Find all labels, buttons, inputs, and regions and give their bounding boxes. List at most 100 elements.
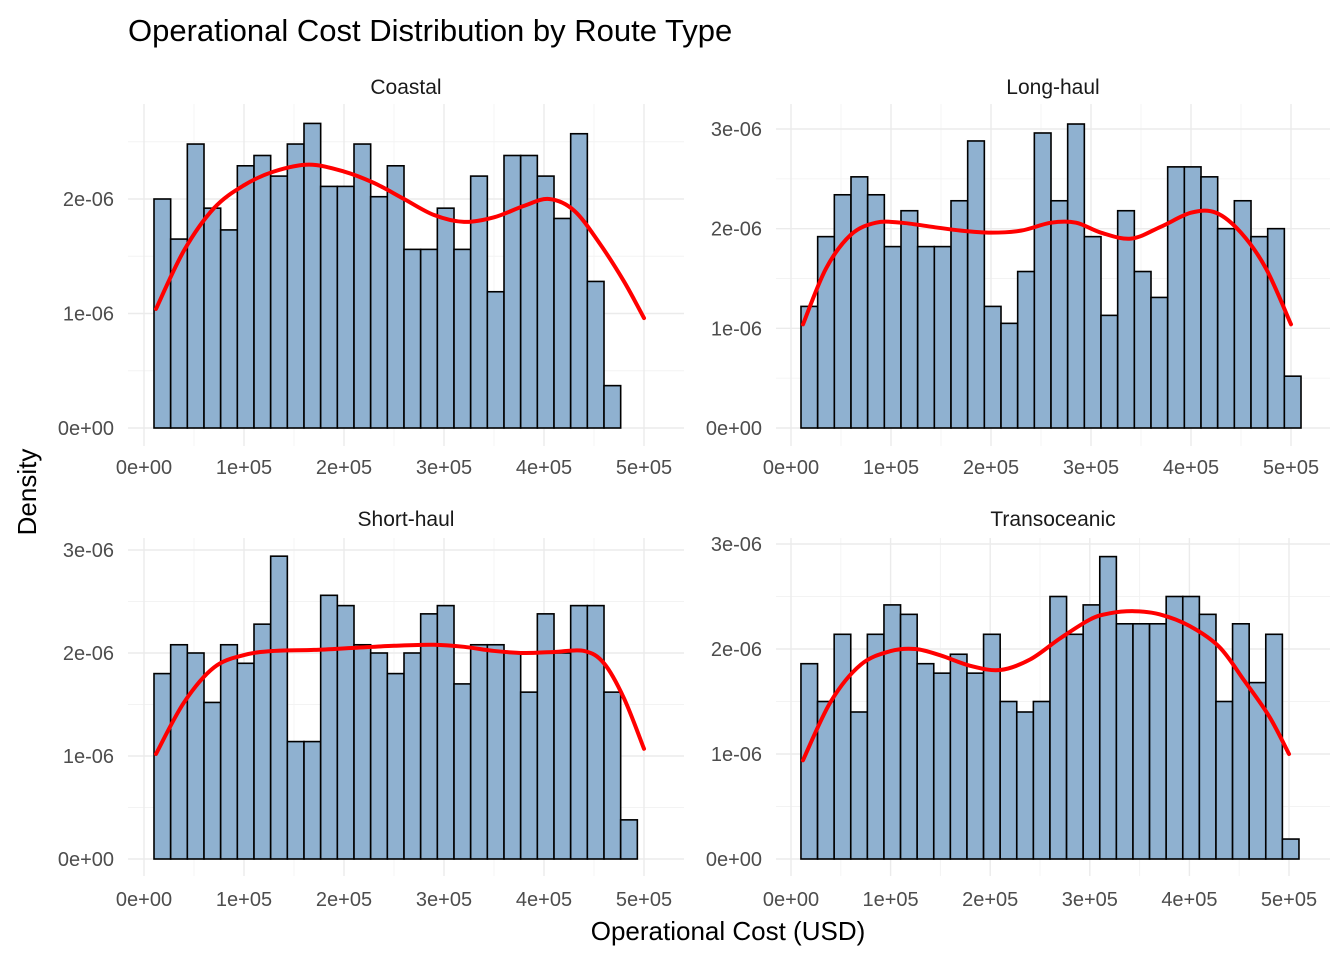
y-tick-label: 3e-06: [711, 534, 762, 556]
histogram-bar: [1198, 613, 1217, 860]
histogram-bar: [153, 672, 172, 860]
y-tick-label: 0e+00: [706, 418, 762, 440]
y-tick-label: 0e+00: [58, 418, 114, 440]
histogram-bar: [486, 643, 505, 860]
x-axis-title: Operational Cost (USD): [591, 916, 866, 946]
histogram-bar: [1148, 622, 1167, 860]
x-tick-label: 2e+05: [963, 457, 1019, 479]
y-tick-label: 1e-06: [63, 304, 114, 326]
facet-panels: Coastal 0e+00 1e-06 2e-06 0e+00 1e+05 2e+05 3e+…: [58, 76, 1330, 911]
histogram-bar: [203, 701, 222, 860]
histogram-bar: [353, 643, 372, 860]
histogram-bar: [203, 207, 222, 429]
facet-strip-label: Long-haul: [1006, 76, 1099, 99]
histogram-bar: [916, 245, 936, 429]
histogram-bar: [236, 662, 255, 860]
histogram-bar: [336, 604, 355, 860]
histogram-bar: [436, 207, 455, 429]
histogram-bar: [1098, 555, 1118, 860]
y-tick-label: 1e-06: [711, 318, 762, 340]
histogram-bar: [1264, 633, 1284, 860]
histogram-bar: [932, 672, 952, 860]
x-tick-label: 4e+05: [1161, 889, 1217, 911]
histogram-bars: [153, 122, 622, 429]
histogram-bar: [469, 643, 489, 860]
histogram-bar: [519, 691, 539, 860]
histogram-bar: [1083, 235, 1102, 429]
histogram-bar: [949, 653, 968, 860]
histogram-bar: [336, 185, 355, 429]
histogram-bar: [419, 613, 439, 860]
histogram-bar: [1133, 270, 1152, 429]
histogram-bar: [833, 633, 852, 860]
histogram-bar: [453, 683, 472, 860]
histogram-bars: [800, 123, 1302, 429]
histogram-bar: [1050, 199, 1069, 429]
histogram-bar: [916, 662, 935, 860]
histogram-bar: [1015, 711, 1035, 860]
histogram-bar: [369, 652, 389, 860]
histogram-bar: [553, 217, 572, 429]
histogram-bar: [186, 143, 205, 429]
histogram-bar: [833, 193, 852, 429]
histogram-bar: [1266, 227, 1286, 429]
histogram-bar: [1231, 622, 1250, 860]
histogram-bar: [900, 209, 919, 429]
histogram-bar: [1116, 209, 1136, 429]
histogram-bar: [966, 140, 986, 429]
histogram-bar: [966, 672, 985, 860]
x-tick-label: 5e+05: [616, 457, 672, 479]
histogram-bar: [569, 604, 589, 860]
histogram-bar: [1033, 132, 1052, 429]
histogram-bar: [519, 154, 539, 429]
histogram-bar: [386, 672, 405, 860]
histogram-bar: [319, 185, 339, 429]
histogram-bar: [1000, 322, 1019, 429]
histogram-bar: [603, 691, 622, 860]
histogram-bar: [883, 604, 902, 860]
histogram-bars: [800, 555, 1300, 860]
histogram-bar: [503, 652, 522, 860]
x-tick-label: 4e+05: [516, 889, 572, 911]
x-tick-label: 3e+05: [1063, 457, 1119, 479]
histogram-bar: [1082, 604, 1101, 860]
histogram-bar: [269, 555, 289, 860]
x-tick-label: 4e+05: [1163, 457, 1219, 479]
density-curve: [801, 208, 1293, 327]
x-tick-label: 0e+00: [763, 889, 819, 911]
histogram-bar: [253, 623, 272, 860]
facet-panel-short-haul: Short-haul 0e+00 1e-06 2e-06 3e-06 0e+00 1e+05…: [58, 508, 684, 911]
x-tick-label: 0e+00: [116, 889, 172, 911]
x-tick-label: 3e+05: [416, 889, 472, 911]
histogram-bar: [303, 122, 322, 429]
histogram-bar: [569, 132, 589, 429]
chart-title: Operational Cost Distribution by Route T…: [128, 13, 732, 48]
x-tick-label: 5e+05: [1263, 457, 1319, 479]
histogram-bar: [849, 711, 869, 860]
histogram-bar: [403, 248, 422, 429]
histogram-bar: [1283, 375, 1302, 429]
y-tick-label: 1e-06: [711, 744, 762, 766]
histogram-bar: [286, 143, 305, 429]
histogram-bar: [1150, 296, 1169, 429]
histogram-bar: [619, 819, 639, 860]
histogram-bar: [1100, 314, 1119, 429]
histogram-bar: [1065, 633, 1084, 860]
histogram-bar: [303, 740, 322, 860]
facet-strip-label: Short-haul: [358, 508, 455, 531]
facet-panel-transoceanic: Transoceanic 0e+00 1e-06 2e-06 3e-06 0e+00 1e+…: [706, 508, 1330, 911]
histogram-bar: [219, 643, 239, 860]
histogram-bar: [1281, 838, 1300, 860]
x-tick-label: 1e+05: [863, 889, 919, 911]
histogram-bar: [1181, 595, 1201, 860]
histogram-bar: [899, 613, 918, 860]
y-axis-title: Density: [12, 449, 42, 536]
histogram-bar: [503, 154, 522, 429]
density-curve: [800, 609, 1291, 763]
histogram-bar: [536, 175, 555, 429]
x-tick-label: 2e+05: [316, 457, 372, 479]
histogram-bar: [866, 633, 885, 860]
x-tick-label: 1e+05: [216, 457, 272, 479]
y-tick-label: 1e-06: [63, 746, 114, 768]
